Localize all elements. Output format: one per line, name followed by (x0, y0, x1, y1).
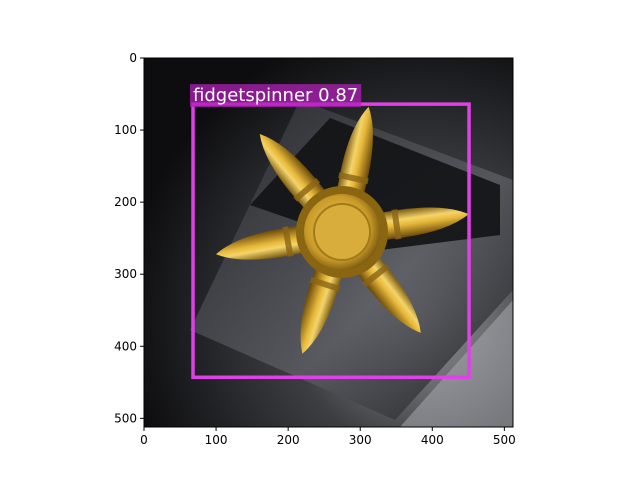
x-tick-label: 500 (493, 433, 516, 447)
x-axis: 0 100 200 300 400 500 (140, 427, 516, 447)
detection-label: fidgetspinner 0.87 (193, 85, 358, 106)
y-axis: 0 100 200 300 400 500 (114, 51, 144, 425)
x-tick-label: 100 (205, 433, 228, 447)
y-tick-label: 0 (129, 51, 137, 65)
label-background (190, 84, 362, 108)
x-tick-label: 400 (421, 433, 444, 447)
x-tick-label: 300 (349, 433, 372, 447)
y-tick-label: 500 (114, 411, 137, 425)
y-tick-label: 200 (114, 195, 137, 209)
photo (144, 58, 513, 427)
fidget-spinner-graphic (213, 103, 471, 359)
y-tick-label: 100 (114, 123, 137, 137)
y-tick-label: 400 (114, 339, 137, 353)
x-tick-label: 0 (140, 433, 148, 447)
y-tick-label: 300 (114, 267, 137, 281)
x-tick-label: 200 (277, 433, 300, 447)
axes-frame (143, 57, 514, 428)
